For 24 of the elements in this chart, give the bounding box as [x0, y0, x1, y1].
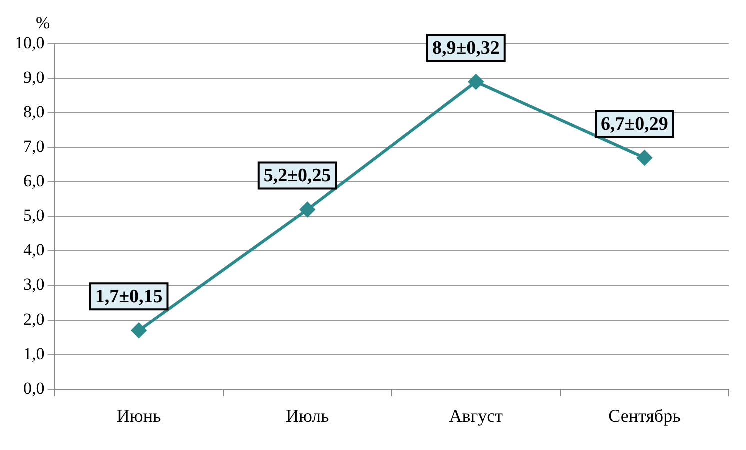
data-label: 5,2±0,25	[264, 166, 332, 187]
y-tick-label: 3,0	[24, 275, 45, 294]
y-tick-label: 7,0	[24, 137, 45, 156]
point	[637, 150, 652, 166]
point	[300, 202, 316, 218]
data-label: 6,7±0,29	[601, 114, 668, 135]
y-tick-label: 8,0	[24, 102, 45, 122]
x-tick-label: Июнь	[116, 406, 162, 426]
y-tick-label: 5,0	[24, 206, 45, 226]
y-tick-label: 10,0	[15, 33, 45, 52]
point	[132, 323, 147, 338]
y-axis-title: %	[36, 13, 50, 32]
y-tick-label: 2,0	[24, 310, 45, 329]
y-tick-label: 1,0	[24, 344, 45, 364]
y-tick-label: 6,0	[24, 172, 45, 191]
x-tick-label: Август	[449, 406, 504, 426]
y-tick-label: 0,0	[24, 378, 45, 398]
data-label: 1,7±0,15	[95, 286, 163, 308]
point	[468, 74, 484, 90]
x-tick-label: Июль	[286, 406, 330, 426]
y-tick-label: 9,0	[24, 68, 45, 88]
data-label: 8,9±0,32	[432, 38, 500, 59]
x-tick-label: Сентябрь	[608, 406, 681, 426]
y-tick-label: 4,0	[24, 240, 45, 260]
